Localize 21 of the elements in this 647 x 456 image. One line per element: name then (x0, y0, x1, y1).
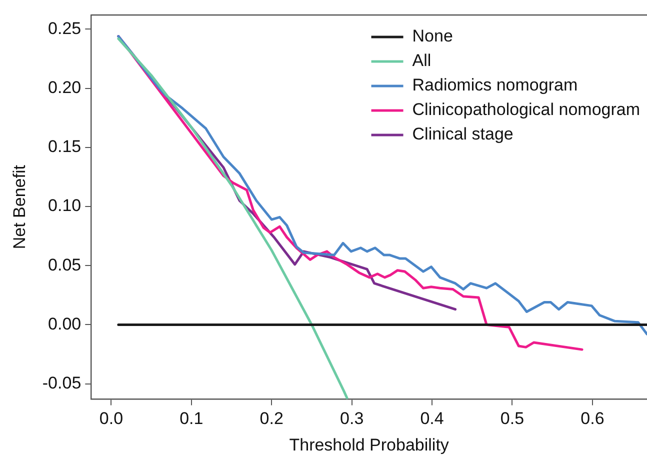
legend-label: Clinicopathological nomogram (412, 100, 640, 120)
x-tick-label: 0.0 (99, 409, 124, 428)
y-tick-label: 0.00 (48, 314, 82, 334)
y-tick-label: 0.10 (48, 196, 82, 216)
x-tick-label: 0.6 (580, 409, 604, 428)
x-tick-label: 0.1 (180, 409, 204, 428)
x-axis-title: Threshold Probability (289, 435, 450, 454)
x-tick-label: 0.3 (340, 409, 364, 428)
legend-label: Radiomics nomogram (412, 76, 578, 95)
legend-label: All (412, 51, 432, 70)
x-tick-label: 0.5 (500, 409, 524, 428)
y-tick-label: 0.15 (48, 137, 82, 156)
y-tick-label: 0.05 (48, 255, 82, 274)
y-tick-label: 0.25 (48, 18, 82, 38)
x-tick-label: 0.4 (420, 409, 444, 428)
y-tick-label: -0.05 (42, 374, 82, 393)
legend-label: Clinical stage (412, 124, 514, 144)
x-tick-label: 0.2 (260, 409, 284, 428)
y-axis-title: Net Benefit (10, 164, 29, 250)
legend-label: None (412, 26, 453, 46)
y-tick-label: 0.20 (48, 78, 82, 97)
